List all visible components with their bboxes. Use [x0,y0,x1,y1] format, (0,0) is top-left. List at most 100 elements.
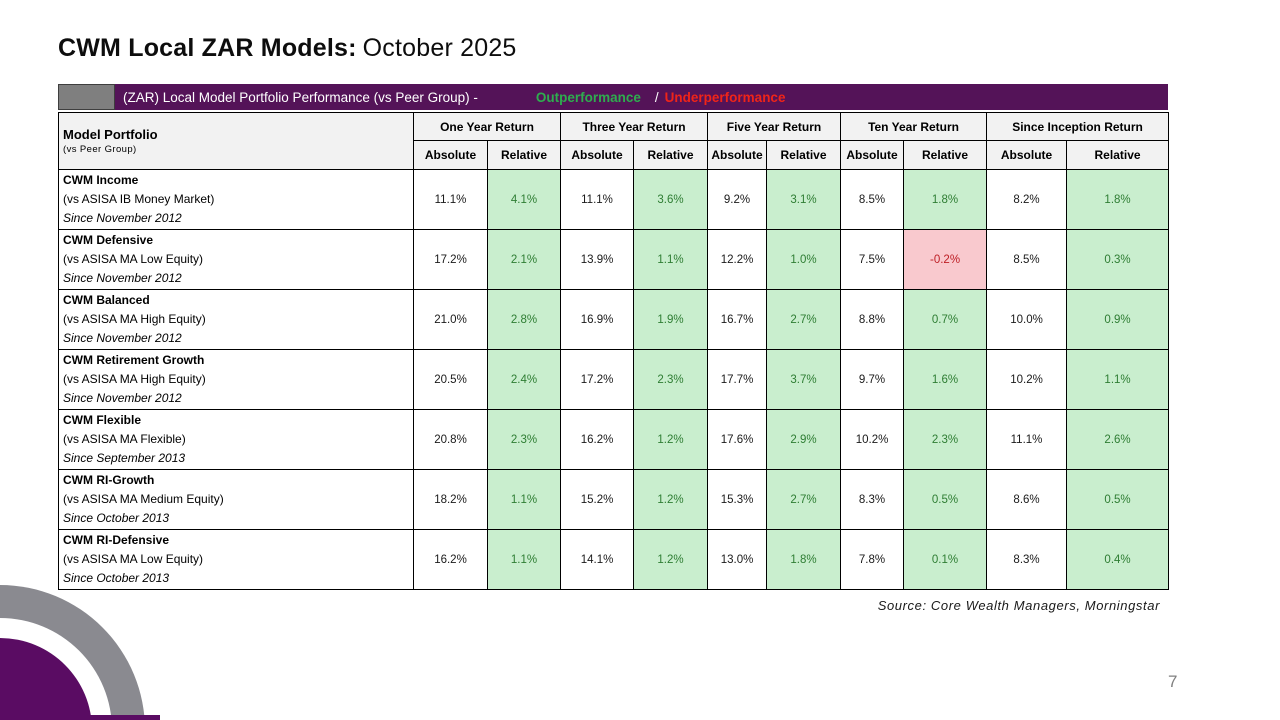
column-subheader-relative: Relative [903,140,988,170]
portfolio-name: CWM RI-Defensive [63,533,170,547]
cell-relative-return: 1.8% [766,529,842,590]
cell-absolute-return: 13.0% [707,529,768,590]
banner-separator: / [654,89,659,105]
column-group-header: Five Year Return [707,112,842,141]
table-row: CWM RI-Growth (vs ASISA MA Medium Equity)… [58,469,1170,530]
cell-relative-return: 1.1% [486,529,562,590]
cell-relative-return: 1.9% [633,289,709,350]
cell-absolute-return: 16.7% [707,289,768,350]
portfolio-name-cell: CWM Retirement Growth (vs ASISA MA High E… [58,349,414,410]
table-row: CWM Balanced (vs ASISA MA High Equity) Sin… [58,289,1170,350]
portfolio-name: CWM Defensive [63,233,154,247]
cell-relative-return: 1.8% [903,169,988,230]
page-number: 7 [1168,672,1178,691]
portfolio-name: CWM Balanced [63,293,150,307]
cell-relative-return: 2.6% [1066,409,1170,470]
cell-relative-return: 3.6% [633,169,709,230]
cell-relative-return: 2.3% [486,409,562,470]
table-row: CWM Flexible (vs ASISA MA Flexible) Since … [58,409,1170,470]
cell-relative-return: 1.1% [486,469,562,530]
cell-absolute-return: 8.3% [840,469,905,530]
portfolio-peer-group: (vs ASISA MA Flexible) [63,432,186,446]
banner-underperformance-label: Underperformance [664,89,786,105]
column-header-model-portfolio: Model Portfolio (vs Peer Group) [58,112,414,170]
cell-absolute-return: 8.5% [986,229,1068,290]
cell-absolute-return: 17.2% [560,349,635,410]
cell-relative-return: 1.1% [1066,349,1170,410]
column-group-header: One Year Return [412,112,562,141]
cell-relative-return: 2.7% [766,289,842,350]
portfolio-name-cell: CWM Flexible (vs ASISA MA Flexible) Since … [58,409,414,470]
column-group-header: Since Inception Return [986,112,1170,141]
cell-relative-return: 2.8% [486,289,562,350]
column-subheader-absolute: Absolute [413,140,488,170]
cell-absolute-return: 16.9% [560,289,635,350]
column-group-header: Three Year Return [560,112,709,141]
cell-relative-return: 0.5% [1066,469,1170,530]
slide-title: CWM Local ZAR Models: October 2025 [58,34,517,63]
portfolio-name-cell: CWM Defensive (vs ASISA MA Low Equity) Sin… [58,229,414,290]
cell-absolute-return: 20.8% [413,409,488,470]
table-row: CWM Defensive (vs ASISA MA Low Equity) Sin… [58,229,1170,290]
cell-absolute-return: 8.6% [986,469,1068,530]
portfolio-name: CWM Flexible [63,413,142,427]
cell-relative-return: 3.1% [766,169,842,230]
slide-title-bold: CWM Local ZAR Models: [58,34,357,62]
column-subheader-absolute: Absolute [986,140,1068,170]
cell-relative-return: 1.1% [633,229,709,290]
portfolio-inception: Since November 2012 [63,331,182,345]
banner-outperformance-label: Outperformance [535,89,641,105]
banner-label: (ZAR) Local Model Portfolio Performance … [123,89,478,105]
cell-relative-return: 2.4% [486,349,562,410]
portfolio-name-cell: CWM RI-Growth (vs ASISA MA Medium Equity)… [58,469,414,530]
cell-absolute-return: 9.2% [707,169,768,230]
portfolio-inception: Since October 2013 [63,571,170,585]
cell-absolute-return: 15.2% [560,469,635,530]
cell-absolute-return: 20.5% [413,349,488,410]
banner-gray-box [58,84,115,110]
cell-relative-return: 2.3% [633,349,709,410]
portfolio-inception: Since November 2012 [63,211,182,225]
cell-absolute-return: 10.2% [986,349,1068,410]
cell-absolute-return: 9.7% [840,349,905,410]
cell-absolute-return: 15.3% [707,469,768,530]
cell-relative-return: 2.3% [903,409,988,470]
portfolio-peer-group: (vs ASISA MA Low Equity) [63,252,204,266]
cell-relative-return: 1.0% [766,229,842,290]
cell-relative-return: 2.1% [486,229,562,290]
cell-absolute-return: 8.5% [840,169,905,230]
cell-relative-return: 0.4% [1066,529,1170,590]
model-portfolio-subheader-label: (vs Peer Group) [63,144,137,155]
column-subheader-absolute: Absolute [840,140,905,170]
cell-relative-return: 1.2% [633,529,709,590]
cell-absolute-return: 11.1% [560,169,635,230]
cell-absolute-return: 10.2% [840,409,905,470]
cell-relative-return: 1.6% [903,349,988,410]
cell-absolute-return: 8.2% [986,169,1068,230]
cell-absolute-return: 8.8% [840,289,905,350]
column-subheader-relative: Relative [633,140,709,170]
cell-absolute-return: 8.3% [986,529,1068,590]
cell-absolute-return: 17.6% [707,409,768,470]
column-subheader-relative: Relative [766,140,842,170]
model-portfolio-header-label: Model Portfolio [63,127,158,142]
decorative-bottom-strip [58,715,160,720]
portfolio-inception: Since November 2012 [63,391,182,405]
table-banner: (ZAR) Local Model Portfolio Performance … [58,84,1168,110]
cell-absolute-return: 16.2% [413,529,488,590]
column-subheader-absolute: Absolute [560,140,635,170]
cell-absolute-return: 17.2% [413,229,488,290]
performance-table: Model Portfolio (vs Peer Group) One Year R… [58,112,1170,590]
cell-relative-return: 0.1% [903,529,988,590]
cell-relative-return: 0.7% [903,289,988,350]
cell-absolute-return: 17.7% [707,349,768,410]
cell-absolute-return: 7.8% [840,529,905,590]
cell-relative-return: 3.7% [766,349,842,410]
cell-relative-return: 0.9% [1066,289,1170,350]
portfolio-peer-group: (vs ASISA MA High Equity) [63,312,206,326]
source-note: Source: Core Wealth Managers, Morningsta… [877,598,1160,613]
portfolio-peer-group: (vs ASISA MA High Equity) [63,372,206,386]
cell-relative-return: 1.2% [633,469,709,530]
cell-absolute-return: 11.1% [986,409,1068,470]
